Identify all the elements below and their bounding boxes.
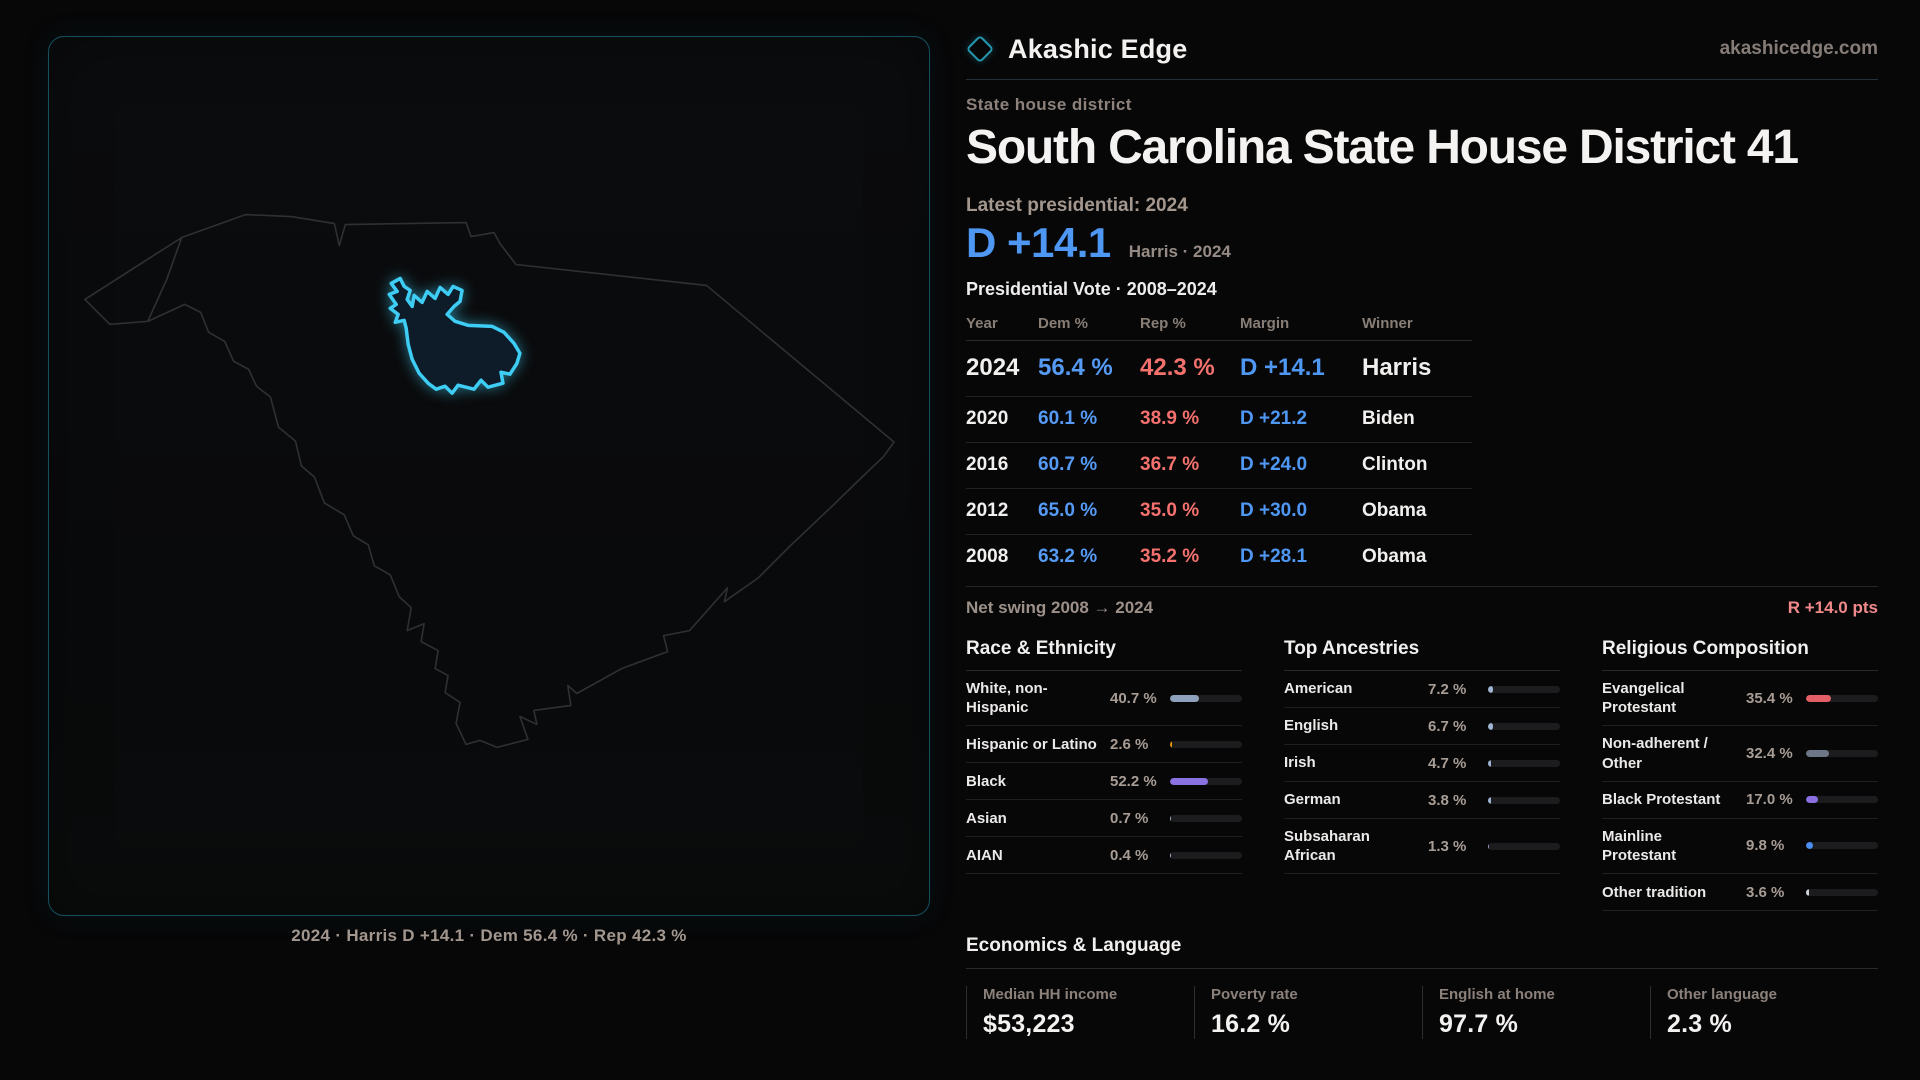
list-item: Other tradition 3.6 % <box>1602 874 1878 912</box>
brand-domain: akashicedge.com <box>1719 38 1878 59</box>
bar-track <box>1170 740 1242 748</box>
net-swing-row: Net swing 2008 → 2024 R +14.0 pts <box>966 598 1878 618</box>
bar-fill <box>1806 888 1809 896</box>
bar-fill <box>1488 685 1494 693</box>
bar-fill <box>1806 796 1819 804</box>
bar-track <box>1488 759 1560 767</box>
stat-poverty-rate: Poverty rate 16.2 % <box>1194 986 1422 1040</box>
list-item: Evangelical Protestant 35.4 % <box>1602 671 1878 727</box>
religious-composition-section: Religious Composition Evangelical Protes… <box>1602 638 1878 912</box>
kicker-label: State house district <box>966 95 1132 114</box>
bar-track <box>1170 694 1242 702</box>
net-swing-label: Net swing 2008 → 2024 <box>966 598 1154 617</box>
top-ancestries-section: Top Ancestries American 7.2 % English 6.… <box>1284 638 1560 911</box>
stat-english-at-home: English at home 97.7 % <box>1422 986 1650 1040</box>
internal-boundary-line <box>147 237 183 322</box>
bar-fill <box>1488 796 1491 804</box>
net-swing-value: R +14.0 pts <box>1787 598 1878 617</box>
diamond-icon <box>965 34 995 64</box>
bar-track <box>1806 750 1878 758</box>
bar-fill <box>1170 740 1172 748</box>
stat-median-hh-income: Median HH income $53,223 <box>966 986 1194 1040</box>
bar-track <box>1488 722 1560 730</box>
bar-track <box>1806 796 1878 804</box>
table-header-row: Year Dem % Rep % Margin Winner <box>966 306 1472 341</box>
section-title: Race & Ethnicity <box>966 638 1242 671</box>
list-item: English 6.7 % <box>1284 708 1560 745</box>
state-outline-path <box>84 213 895 749</box>
section-divider <box>966 586 1878 587</box>
bar-fill <box>1488 842 1489 850</box>
bar-track <box>1170 777 1242 785</box>
col-header-dem: Dem % <box>1038 315 1089 332</box>
list-item: AIAN 0.4 % <box>966 837 1242 875</box>
bar-track <box>1806 842 1878 850</box>
bar-fill <box>1806 842 1814 850</box>
vote-table-title: Presidential Vote · 2008–2024 <box>966 279 1217 299</box>
table-row: 2008 63.2 % 35.2 % D +28.1 Obama <box>966 546 1427 567</box>
table-row: 2016 60.7 % 36.7 % D +24.0 Clinton <box>966 443 1472 489</box>
col-header-winner: Winner <box>1362 315 1413 332</box>
latest-presidential-label: Latest presidential: 2024 <box>966 195 1188 216</box>
bar-track <box>1806 694 1878 702</box>
table-row: 2012 65.0 % 35.0 % D +30.0 Obama <box>966 489 1472 535</box>
bar-track <box>1170 851 1242 859</box>
latest-margin-detail: Harris · 2024 <box>1128 242 1231 261</box>
list-item: Subsaharan African 1.3 % <box>1284 819 1560 875</box>
page-title: South Carolina State House District 41 <box>966 121 1799 174</box>
list-item: Hispanic or Latino 2.6 % <box>966 726 1242 764</box>
brand-name: Akashic Edge <box>1008 33 1188 64</box>
table-row: 2020 60.1 % 38.9 % D +21.2 Biden <box>966 397 1472 443</box>
race-ethnicity-section: Race & Ethnicity White, non-Hispanic 40.… <box>966 638 1242 911</box>
economics-stats: Median HH income $53,223 Poverty rate 16… <box>966 986 1878 1040</box>
bar-track <box>1488 796 1560 804</box>
bar-track <box>1488 842 1560 850</box>
latest-margin-row: D +14.1 Harris · 2024 <box>966 219 1878 267</box>
header-divider <box>966 79 1878 80</box>
list-item: Mainline Protestant 9.8 % <box>1602 819 1878 875</box>
latest-margin-value: D +14.1 <box>966 219 1111 266</box>
bar-track <box>1170 814 1242 822</box>
demographics-columns: Race & Ethnicity White, non-Hispanic 40.… <box>966 638 1878 912</box>
bar-fill <box>1170 814 1171 822</box>
col-header-rep: Rep % <box>1140 315 1186 332</box>
list-item: American 7.2 % <box>1284 671 1560 708</box>
section-title: Religious Composition <box>1602 638 1878 671</box>
bar-fill <box>1488 759 1492 767</box>
col-header-margin: Margin <box>1240 315 1290 332</box>
bar-track <box>1488 685 1560 693</box>
data-panel: Akashic Edge akashicedge.com State house… <box>965 28 1878 1080</box>
list-item: Irish 4.7 % <box>1284 745 1560 782</box>
district-41-shape <box>387 276 522 395</box>
presidential-vote-table: Year Dem % Rep % Margin Winner 2024 56.4… <box>966 306 1472 580</box>
stat-other-language: Other language 2.3 % <box>1650 986 1878 1040</box>
list-item: Asian 0.7 % <box>966 800 1242 838</box>
list-item: Non-adherent / Other 32.4 % <box>1602 726 1878 782</box>
section-title: Top Ancestries <box>1284 638 1560 671</box>
bar-fill <box>1806 694 1832 702</box>
south-carolina-map <box>84 213 895 749</box>
district-map-panel <box>48 36 930 916</box>
bar-fill <box>1170 694 1200 702</box>
table-row: 2024 56.4 % 42.3 % D +14.1 Harris <box>966 341 1472 397</box>
bar-fill <box>1170 777 1208 785</box>
list-item: Black 52.2 % <box>966 763 1242 801</box>
economics-title: Economics & Language <box>966 935 1878 970</box>
col-header-year: Year <box>966 315 998 332</box>
bar-fill <box>1488 722 1493 730</box>
bar-fill <box>1806 750 1830 758</box>
list-item: Black Protestant 17.0 % <box>1602 782 1878 819</box>
list-item: White, non-Hispanic 40.7 % <box>966 671 1242 727</box>
map-caption: 2024 · Harris D +14.1 · Dem 56.4 % · Rep… <box>291 926 687 945</box>
list-item: German 3.8 % <box>1284 782 1560 819</box>
brand-header: Akashic Edge akashicedge.com <box>965 28 1878 70</box>
bar-track <box>1806 888 1878 896</box>
